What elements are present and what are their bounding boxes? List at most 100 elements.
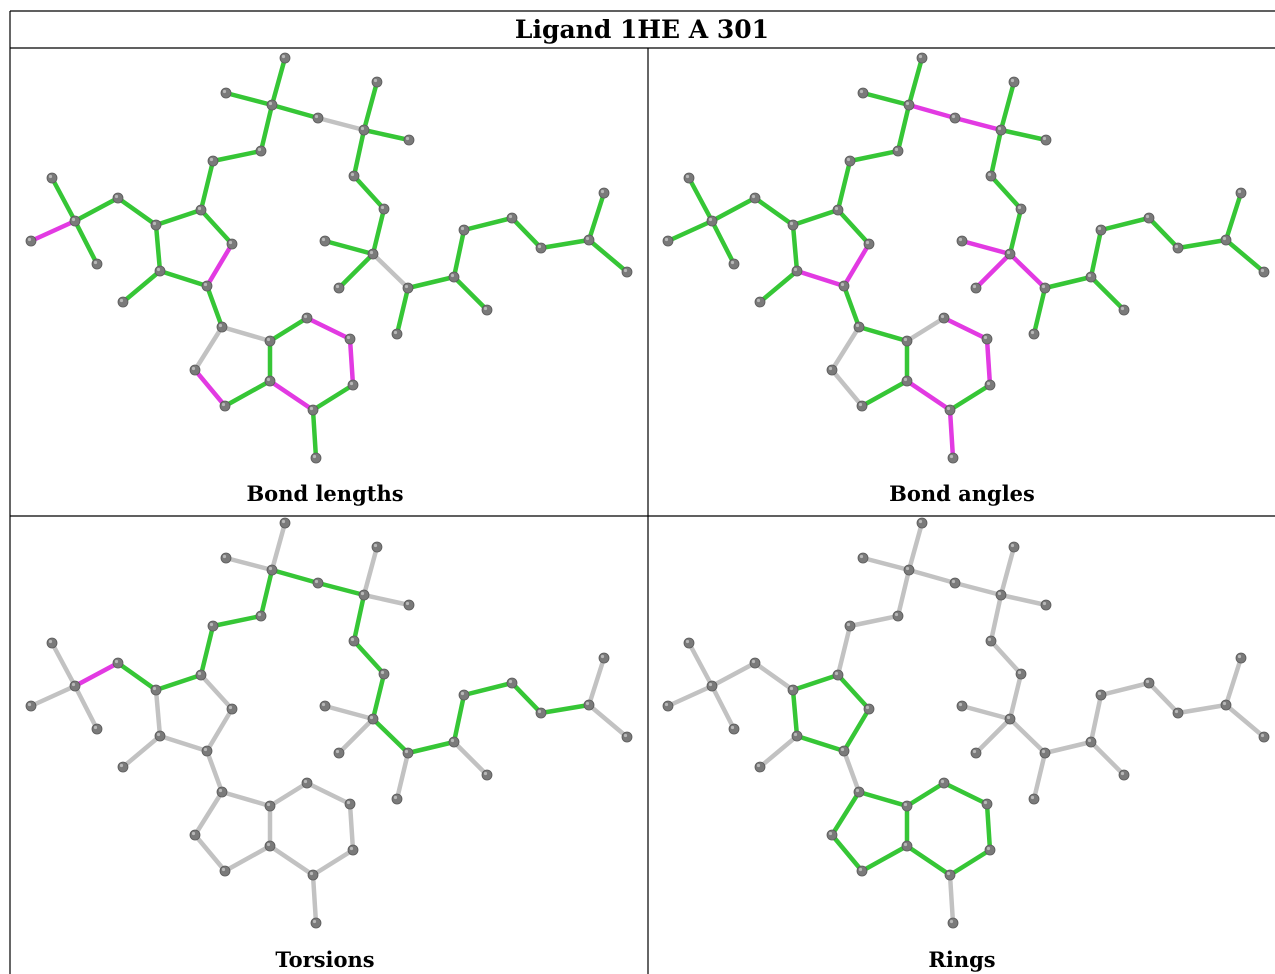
atom-highlight bbox=[1237, 189, 1242, 194]
bond-unassessed bbox=[267, 780, 310, 809]
atom-highlight bbox=[840, 747, 845, 752]
bond-unassessed bbox=[841, 748, 862, 795]
bond-unassessed bbox=[120, 733, 163, 770]
atom-highlight bbox=[840, 282, 845, 287]
atom-highlight bbox=[949, 454, 954, 459]
atom-highlight bbox=[404, 749, 409, 754]
bond-normal bbox=[984, 801, 993, 853]
atom-highlight bbox=[93, 725, 98, 730]
atom bbox=[791, 730, 803, 742]
atom-highlight bbox=[997, 126, 1002, 131]
bond-normal bbox=[752, 195, 796, 228]
bond-normal bbox=[451, 274, 490, 313]
atom-highlight bbox=[450, 738, 455, 743]
bond-unassessed bbox=[310, 872, 319, 926]
atom bbox=[216, 321, 228, 333]
bond-normal bbox=[310, 407, 319, 461]
bond-normal bbox=[222, 378, 273, 409]
atom bbox=[207, 620, 219, 632]
atom bbox=[279, 52, 291, 64]
atom bbox=[301, 777, 313, 789]
atom bbox=[310, 917, 322, 929]
bond-normal bbox=[790, 222, 800, 274]
bond-normal bbox=[461, 680, 515, 698]
atom bbox=[207, 155, 219, 167]
atom bbox=[984, 844, 996, 856]
bond-unassessed bbox=[757, 733, 800, 770]
bond-normal bbox=[790, 687, 800, 739]
atom bbox=[754, 296, 766, 308]
atom bbox=[333, 747, 345, 759]
atom bbox=[150, 219, 162, 231]
atom-highlight bbox=[228, 705, 233, 710]
bond-unassessed bbox=[1088, 739, 1127, 778]
atom-highlight bbox=[221, 867, 226, 872]
atom-highlight bbox=[266, 337, 271, 342]
atom-highlight bbox=[828, 831, 833, 836]
atom bbox=[1008, 541, 1020, 553]
atom-highlight bbox=[197, 206, 202, 211]
bond-normal bbox=[835, 207, 872, 247]
atom-highlight bbox=[119, 763, 124, 768]
atom bbox=[938, 312, 950, 324]
atom-highlight bbox=[905, 566, 910, 571]
bond-normal bbox=[895, 102, 912, 154]
atom-highlight bbox=[380, 670, 385, 675]
atom-highlight bbox=[228, 240, 233, 245]
atom-highlight bbox=[865, 705, 870, 710]
atom-highlight bbox=[1260, 733, 1265, 738]
atom-highlight bbox=[1145, 679, 1150, 684]
atom bbox=[1143, 677, 1155, 689]
atom-highlight bbox=[789, 686, 794, 691]
bond-normal bbox=[269, 102, 321, 121]
atom bbox=[892, 145, 904, 157]
atom bbox=[956, 700, 968, 712]
bond-normal bbox=[998, 79, 1017, 133]
bond-normal bbox=[586, 237, 630, 275]
atom-highlight bbox=[1097, 691, 1102, 696]
bond-normal bbox=[1175, 237, 1229, 251]
atom-highlight bbox=[846, 622, 851, 627]
atom-highlight bbox=[48, 639, 53, 644]
bond-normal bbox=[322, 238, 376, 257]
bond-unassessed bbox=[315, 115, 367, 133]
atom bbox=[857, 552, 869, 564]
atom-highlight bbox=[48, 174, 53, 179]
atom-highlight bbox=[360, 126, 365, 131]
atom-highlight bbox=[119, 298, 124, 303]
atom bbox=[1220, 699, 1232, 711]
atom-highlight bbox=[114, 194, 119, 199]
atom bbox=[985, 635, 997, 647]
atom bbox=[195, 669, 207, 681]
atom bbox=[46, 637, 58, 649]
bond-normal bbox=[835, 672, 872, 712]
atom-highlight bbox=[946, 406, 951, 411]
atom-highlight bbox=[1174, 244, 1179, 249]
bond-normal bbox=[120, 268, 163, 305]
atom bbox=[949, 577, 961, 589]
atom bbox=[826, 829, 838, 841]
atom bbox=[621, 731, 633, 743]
atom bbox=[947, 452, 959, 464]
bond-unassessed bbox=[370, 251, 411, 291]
bond-normal bbox=[153, 672, 204, 693]
atom bbox=[266, 564, 278, 576]
bond-normal bbox=[860, 90, 912, 108]
bond-unassessed bbox=[1088, 692, 1104, 745]
atom bbox=[749, 192, 761, 204]
atom-highlight bbox=[197, 671, 202, 676]
atom bbox=[403, 134, 415, 146]
atom bbox=[348, 635, 360, 647]
atom bbox=[621, 266, 633, 278]
bond-normal bbox=[1088, 274, 1127, 313]
atom bbox=[371, 541, 383, 553]
atom bbox=[1015, 203, 1027, 215]
bond-unassessed bbox=[310, 847, 356, 878]
atom-highlight bbox=[1010, 543, 1015, 548]
bond-unassessed bbox=[1042, 739, 1094, 756]
atom bbox=[319, 700, 331, 712]
atom-highlight bbox=[460, 691, 465, 696]
atom bbox=[598, 652, 610, 664]
atom bbox=[832, 669, 844, 681]
atom bbox=[535, 242, 547, 254]
